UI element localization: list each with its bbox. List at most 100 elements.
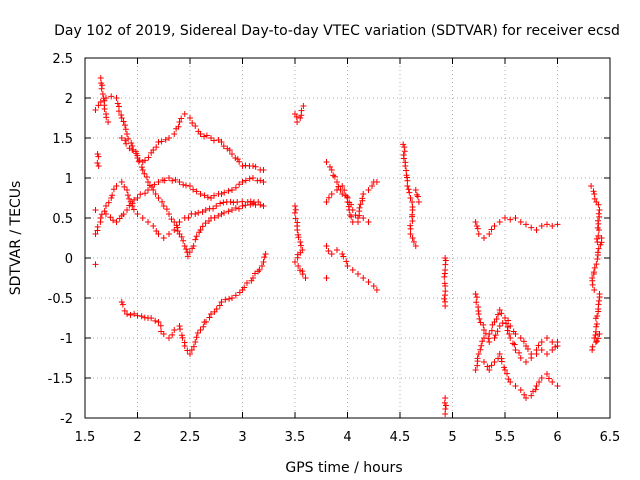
data-point (108, 93, 115, 100)
data-point (298, 107, 305, 114)
data-point (349, 219, 356, 225)
data-point (92, 231, 99, 237)
data-point (210, 137, 217, 144)
data-point (187, 183, 193, 189)
data-point (407, 225, 414, 232)
data-point (137, 191, 144, 198)
data-point (202, 220, 209, 227)
data-point (134, 211, 141, 217)
data-point (160, 235, 167, 241)
data-point (294, 119, 301, 125)
data-point (401, 148, 408, 155)
data-point (472, 219, 479, 225)
data-point (134, 195, 141, 201)
data-point (150, 147, 157, 153)
data-point (225, 187, 232, 194)
data-point (409, 217, 416, 224)
data-point (441, 295, 448, 302)
chart-title: Day 102 of 2019, Sidereal Day-to-day VTE… (54, 23, 620, 39)
data-point (486, 367, 493, 373)
data-point (334, 179, 340, 185)
data-point (480, 321, 487, 328)
data-point (193, 334, 200, 341)
data-point (131, 196, 138, 203)
data-point (132, 148, 139, 155)
data-point (442, 255, 449, 261)
data-point (94, 160, 101, 167)
data-point (127, 311, 134, 318)
data-point (504, 370, 511, 377)
data-point (113, 95, 120, 101)
data-point (162, 136, 169, 143)
data-point (523, 221, 529, 228)
data-point (473, 222, 480, 229)
data-point (178, 115, 185, 122)
data-point (516, 349, 523, 356)
data-point (512, 383, 519, 389)
data-point (295, 234, 302, 241)
data-point (158, 328, 165, 335)
data-point (496, 351, 503, 357)
data-point (232, 184, 239, 191)
data-point (590, 188, 597, 195)
data-point (356, 204, 363, 211)
data-point (360, 191, 367, 197)
data-point (442, 402, 449, 409)
data-point (101, 106, 108, 113)
data-point (538, 339, 545, 345)
data-point (595, 308, 602, 315)
y-axis-label: SDTVAR / TECUs (8, 181, 24, 296)
data-point (502, 367, 508, 373)
data-point (593, 261, 600, 268)
data-point (213, 305, 220, 312)
data-point (185, 214, 192, 221)
data-point (346, 206, 353, 213)
data-point (192, 211, 199, 217)
data-point (484, 363, 491, 370)
data-point (221, 189, 228, 196)
data-point (94, 223, 101, 230)
data-point (494, 311, 501, 318)
data-point (294, 254, 301, 261)
data-point (292, 203, 298, 209)
data-point (528, 355, 535, 361)
data-point (229, 187, 235, 193)
data-point (496, 323, 503, 329)
data-point (211, 192, 218, 199)
data-point (475, 311, 482, 317)
data-point (105, 119, 112, 125)
data-point (98, 85, 105, 92)
data-point (481, 359, 487, 365)
data-point (492, 332, 499, 339)
data-point (323, 199, 330, 205)
data-point (545, 375, 552, 382)
data-point (243, 279, 250, 286)
data-point (129, 147, 136, 153)
data-point (409, 235, 416, 241)
data-point (232, 292, 239, 299)
data-point (410, 238, 417, 245)
data-point (160, 331, 167, 337)
data-point (348, 213, 355, 220)
data-point (472, 291, 479, 297)
data-point (181, 111, 188, 117)
data-point (178, 233, 185, 240)
data-point (176, 119, 183, 125)
data-point (134, 152, 141, 159)
data-point (242, 202, 249, 209)
data-point (591, 191, 598, 197)
data-point (118, 115, 125, 121)
data-point (365, 187, 372, 193)
data-point (184, 253, 191, 260)
x-tick-label: 5.5 (495, 430, 516, 445)
data-point (136, 157, 143, 164)
data-point (473, 294, 480, 301)
data-point (442, 261, 449, 268)
data-point (169, 177, 176, 184)
data-points (92, 75, 605, 417)
data-point (260, 179, 267, 185)
data-point (125, 135, 132, 142)
data-point (474, 355, 481, 362)
data-point (400, 155, 407, 162)
data-point (325, 194, 332, 201)
